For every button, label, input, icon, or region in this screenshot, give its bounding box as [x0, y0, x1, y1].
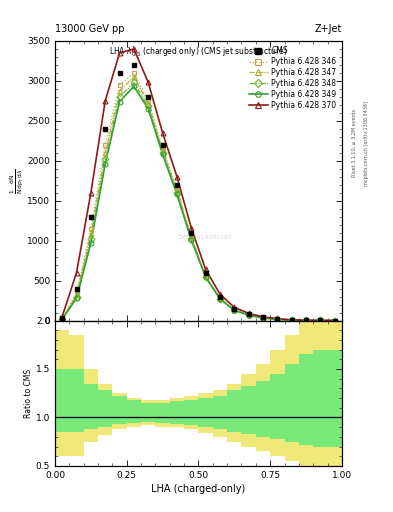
- Text: Rivet 3.1.10, ≥ 3.2M events: Rivet 3.1.10, ≥ 3.2M events: [352, 109, 357, 178]
- Y-axis label: Ratio to CMS: Ratio to CMS: [24, 369, 33, 418]
- Text: mcplots.cern.ch [arXiv:1306.3436]: mcplots.cern.ch [arXiv:1306.3436]: [364, 101, 369, 186]
- Text: Z+Jet: Z+Jet: [314, 24, 342, 34]
- Text: 13000 GeV pp: 13000 GeV pp: [55, 24, 125, 34]
- Text: LHA $\lambda^{1}_{0.5}$ (charged only) (CMS jet substructure): LHA $\lambda^{1}_{0.5}$ (charged only) (…: [109, 44, 288, 59]
- Y-axis label: $\frac{1}{\mathrm{N}}\frac{\mathrm{d}\mathrm{N}}{\mathrm{d}p_\mathrm{T}\,\mathrm: $\frac{1}{\mathrm{N}}\frac{\mathrm{d}\ma…: [9, 168, 26, 194]
- Text: CMS_2019200187: CMS_2019200187: [176, 234, 232, 240]
- Legend: CMS, Pythia 6.428 346, Pythia 6.428 347, Pythia 6.428 348, Pythia 6.428 349, Pyt: CMS, Pythia 6.428 346, Pythia 6.428 347,…: [246, 43, 340, 113]
- X-axis label: LHA (charged-only): LHA (charged-only): [151, 484, 246, 494]
